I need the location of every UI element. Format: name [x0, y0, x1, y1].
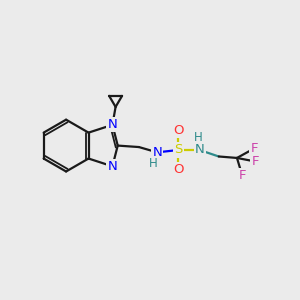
- Text: O: O: [173, 124, 184, 137]
- Text: H: H: [149, 157, 158, 170]
- Text: H: H: [194, 131, 203, 144]
- Text: F: F: [250, 142, 258, 155]
- Text: F: F: [251, 155, 259, 168]
- Text: N: N: [108, 160, 117, 173]
- Text: N: N: [152, 146, 162, 159]
- Text: N: N: [195, 143, 205, 157]
- Text: S: S: [174, 143, 183, 157]
- Text: O: O: [173, 163, 184, 176]
- Text: F: F: [238, 169, 246, 182]
- Text: N: N: [108, 118, 117, 131]
